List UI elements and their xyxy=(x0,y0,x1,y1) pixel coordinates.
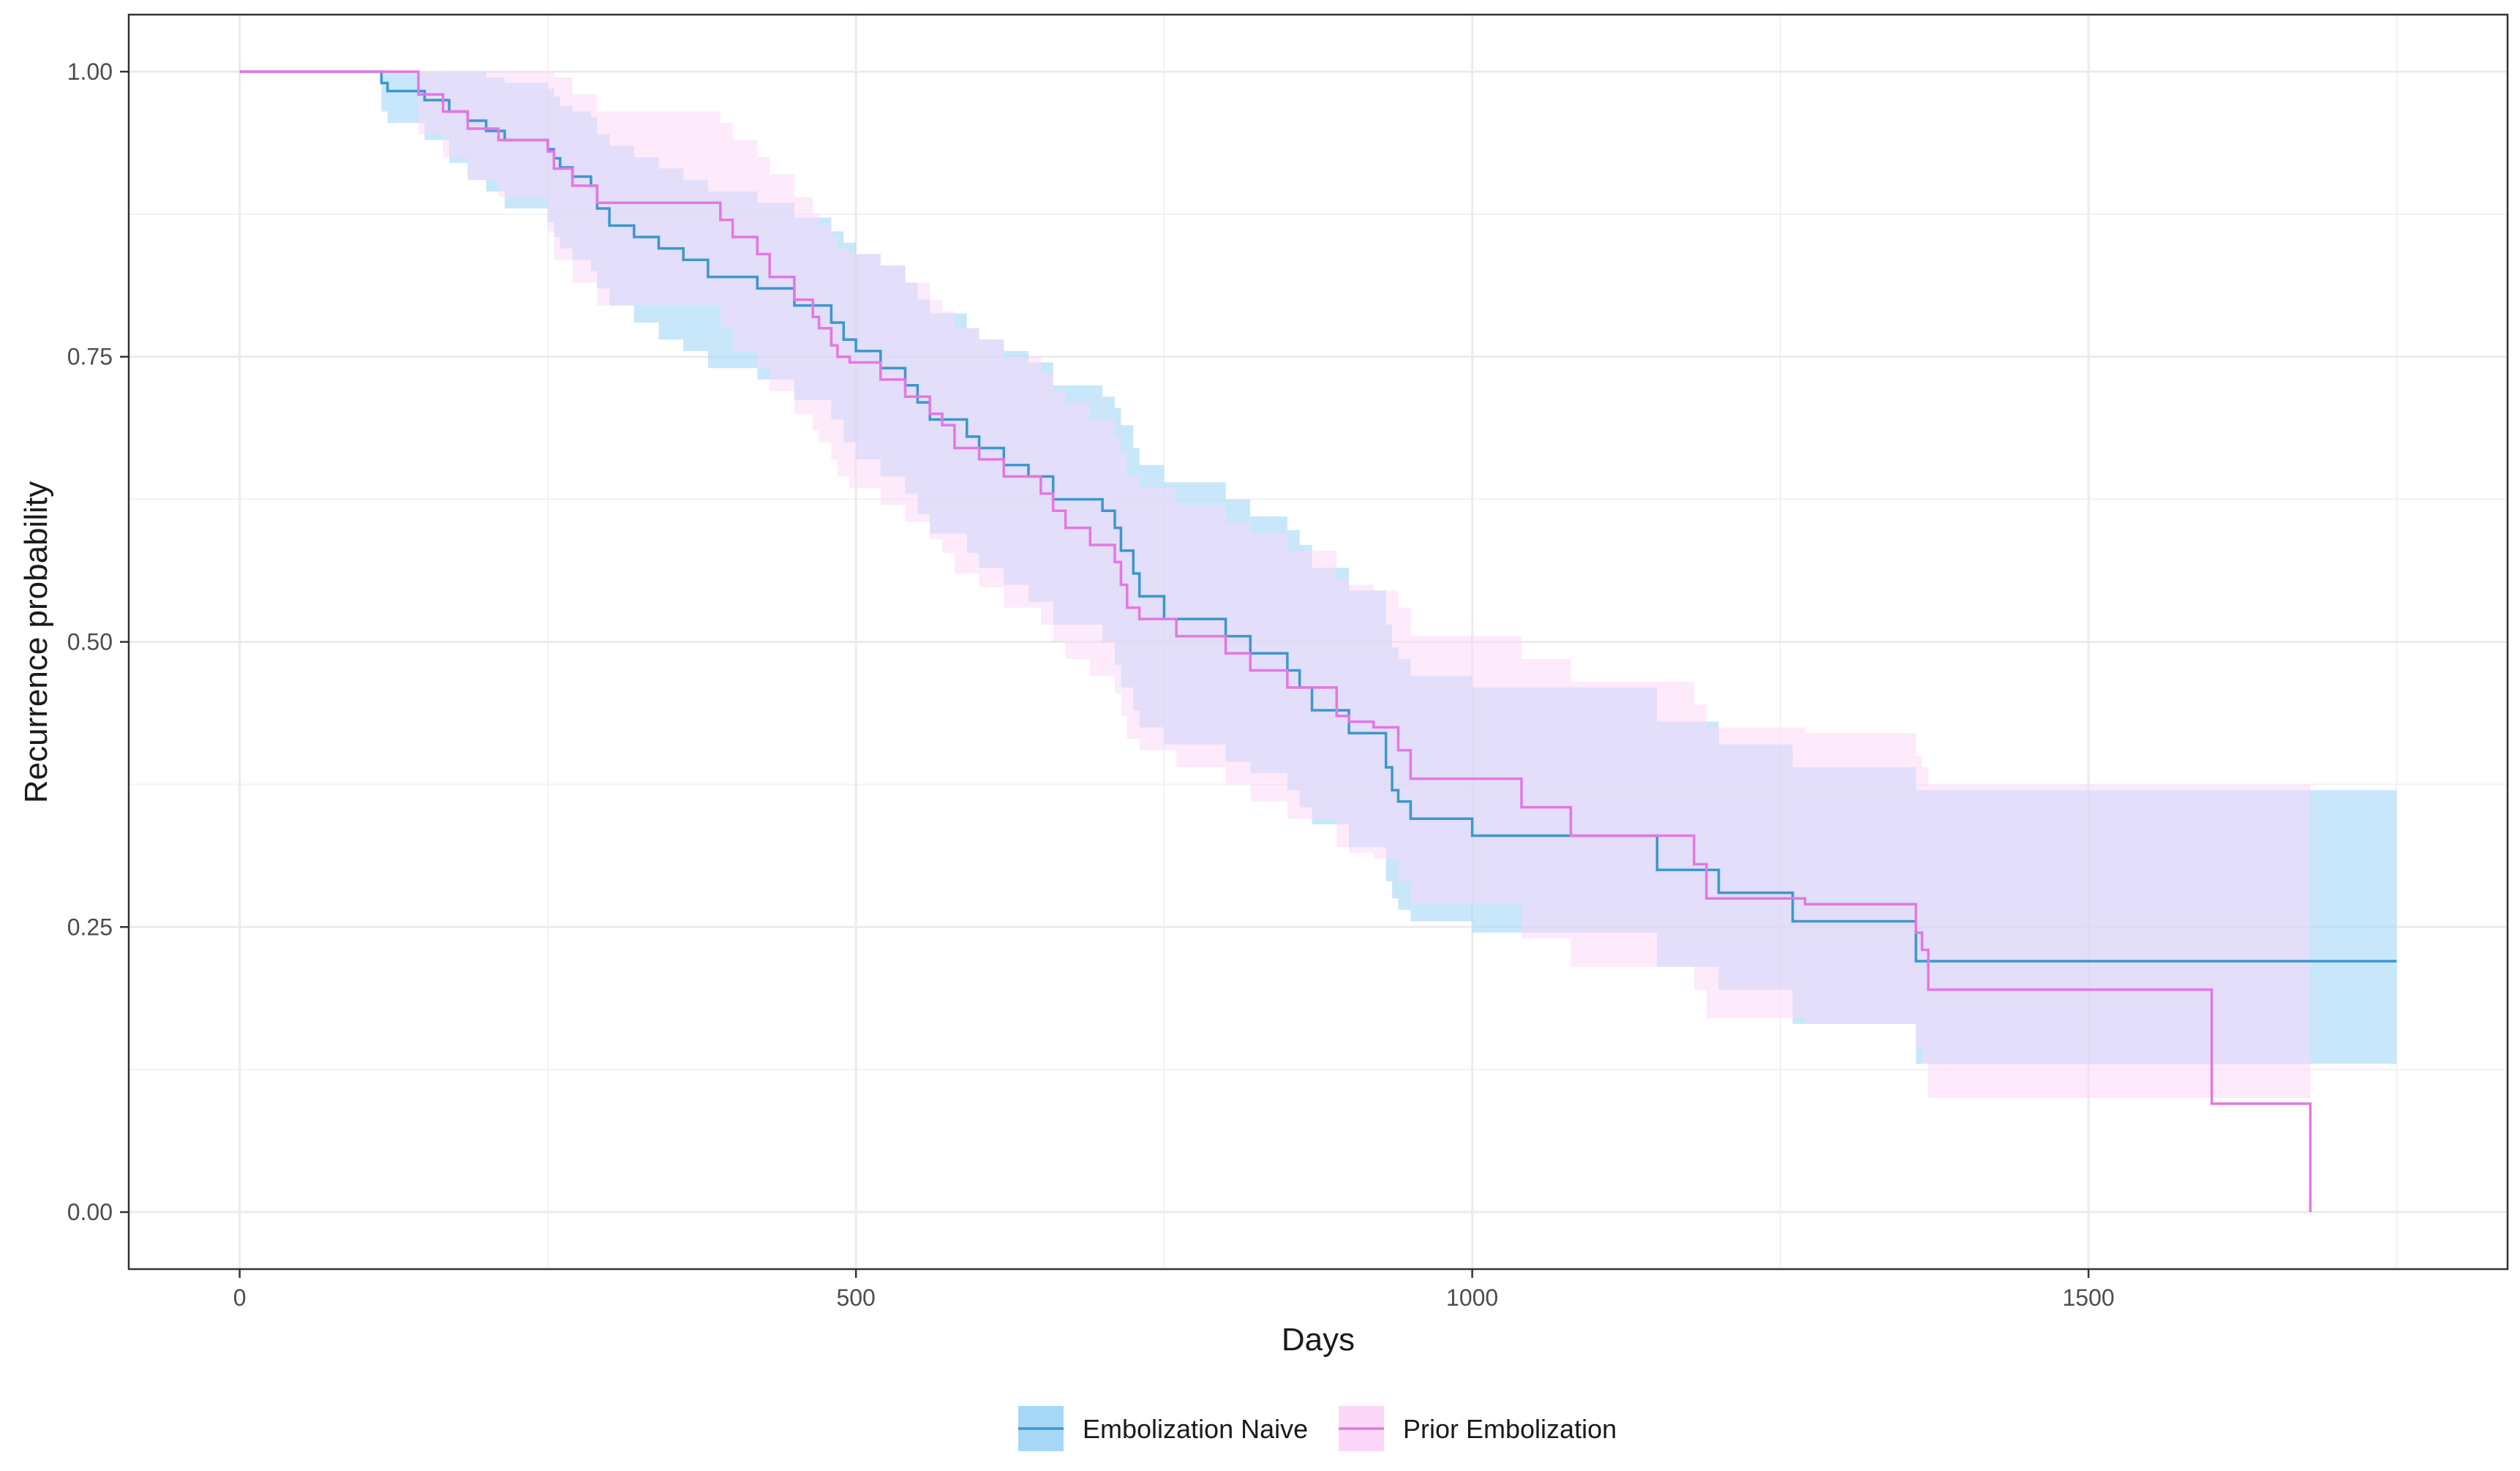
confidence-band-prior-embolization xyxy=(239,72,2311,1099)
survival-curves xyxy=(239,70,2397,1212)
y-tick-label: 0.75 xyxy=(67,344,113,370)
x-tick-label: 1000 xyxy=(1446,1284,1498,1311)
survival-line-prior-embolization xyxy=(239,70,2312,1212)
legend: Embolization Naive Prior Embolization xyxy=(1018,1406,1617,1451)
y-axis-title: Recurrence probability xyxy=(18,481,54,803)
x-tick-label: 1500 xyxy=(2063,1284,2115,1311)
y-tick-label: 0.25 xyxy=(67,914,113,940)
legend-label-embolization-naive: Embolization Naive xyxy=(1083,1414,1308,1444)
y-tick-label: 0.00 xyxy=(67,1199,113,1225)
y-tick-label: 1.00 xyxy=(67,59,113,85)
x-tick-label: 500 xyxy=(836,1284,875,1311)
confidence-bands xyxy=(239,72,2397,1099)
legend-label-prior-embolization: Prior Embolization xyxy=(1403,1414,1617,1444)
x-axis-ticks: 0 500 1000 1500 xyxy=(233,1269,2115,1311)
y-tick-label: 0.50 xyxy=(67,629,113,655)
y-axis-ticks: 0.00 0.25 0.50 0.75 1.00 xyxy=(67,59,129,1225)
x-tick-label: 0 xyxy=(233,1284,247,1311)
x-axis-title: Days xyxy=(1282,1322,1355,1358)
